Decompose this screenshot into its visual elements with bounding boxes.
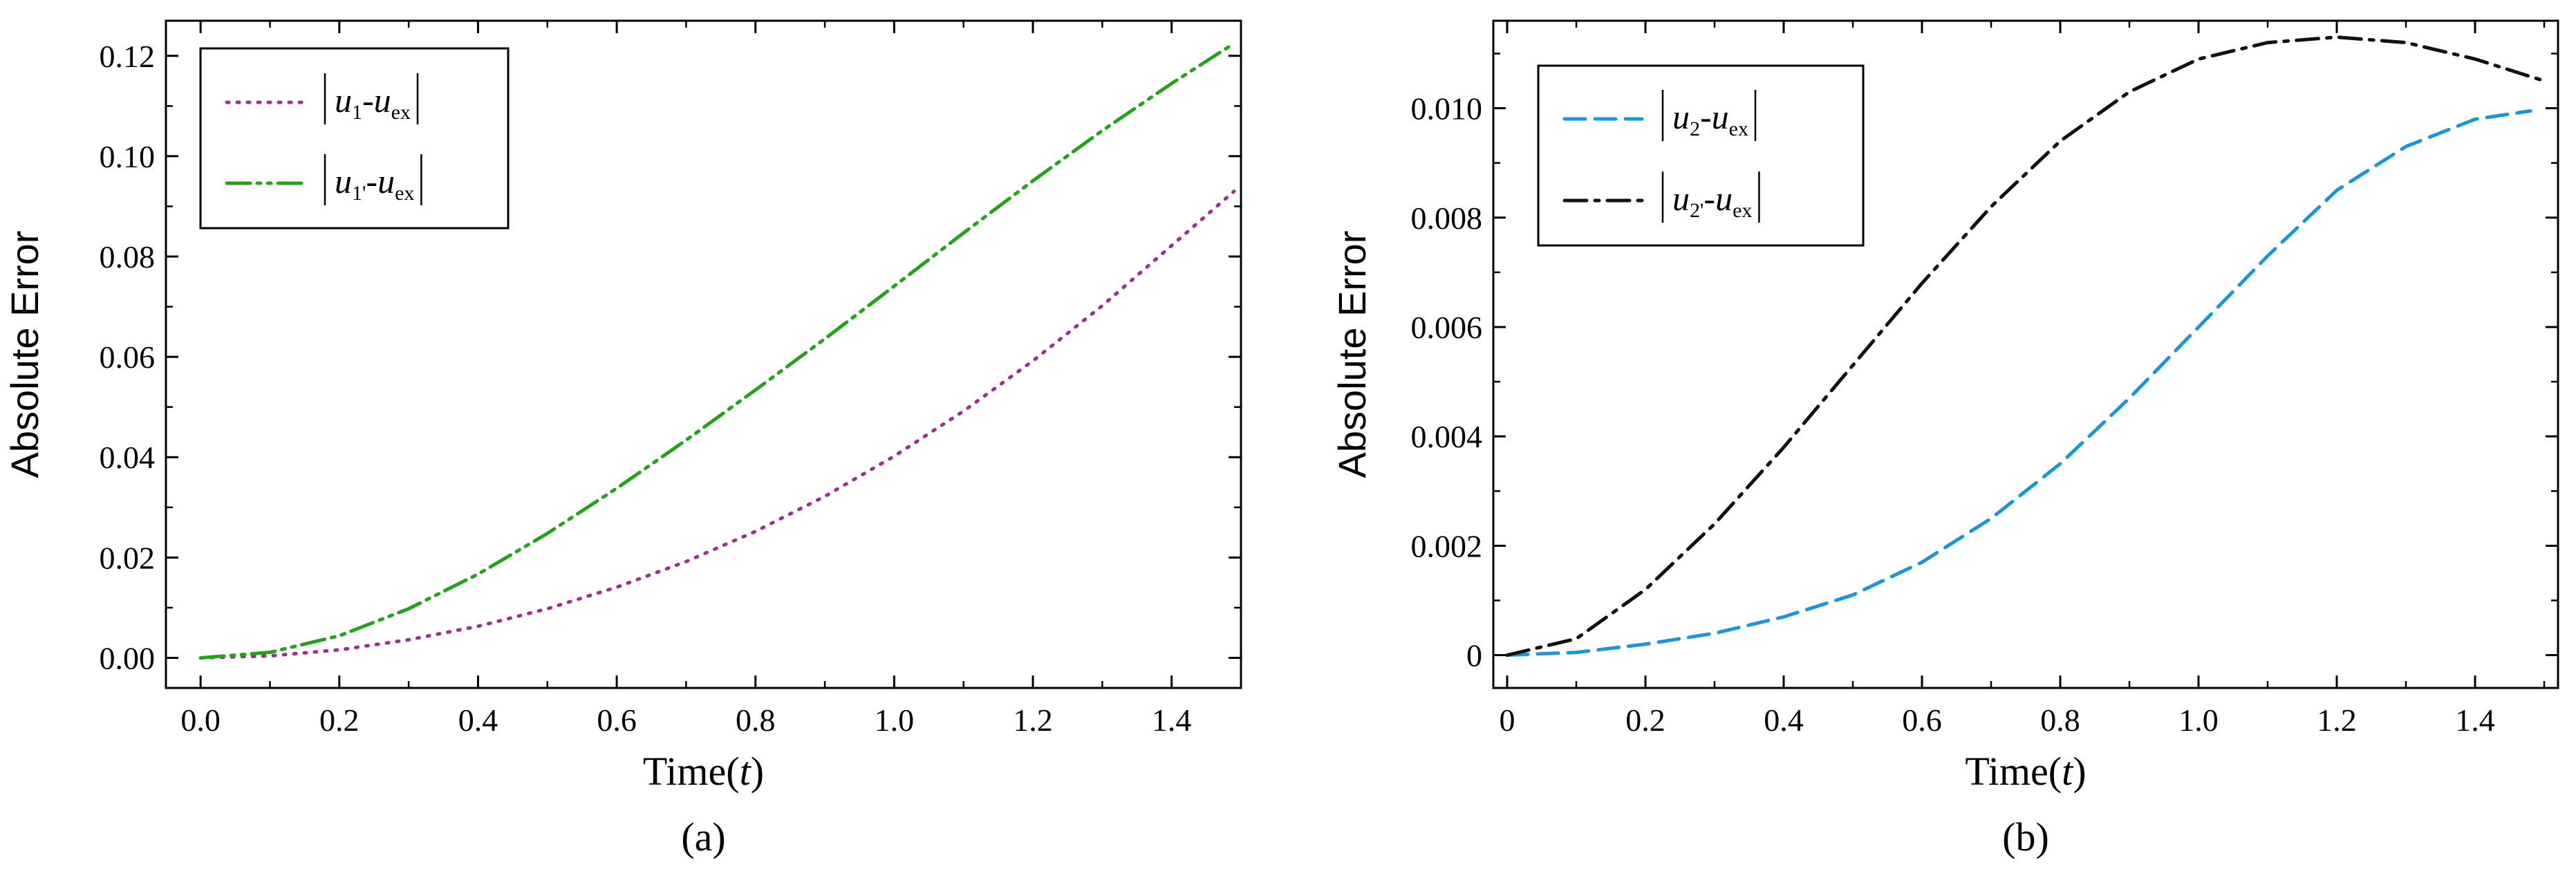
plot-frame bbox=[1492, 19, 2559, 689]
x-tick-label: 0 bbox=[1500, 702, 1515, 738]
panel-label: (a) bbox=[681, 814, 725, 859]
x-tick-label: 0.2 bbox=[1625, 702, 1665, 738]
y-tick-label: 0 bbox=[1466, 638, 1482, 673]
x-axis-title-prefix: Time( bbox=[1965, 749, 2062, 794]
legend-var: u bbox=[377, 162, 395, 201]
x-axis-title-suffix: ) bbox=[751, 749, 764, 794]
legend-box bbox=[1537, 64, 1865, 247]
x-axis-title: Time(t) bbox=[643, 749, 764, 794]
x-tick-label: 1.4 bbox=[2455, 702, 2495, 738]
x-axis-title-prefix: Time( bbox=[643, 749, 740, 794]
legend-var: u bbox=[1672, 97, 1690, 136]
panel-label: (b) bbox=[2002, 814, 2049, 859]
legend-label-1: u2-uex bbox=[1672, 97, 1748, 140]
legend-minus: - bbox=[1700, 97, 1712, 136]
y-tick-label: 0.004 bbox=[1411, 419, 1483, 454]
x-tick-label: 0.4 bbox=[1764, 702, 1804, 738]
y-axis-title: Absolute Error bbox=[3, 231, 46, 478]
legend-var: u bbox=[335, 81, 352, 120]
panel-a: 0.0 0.2 0.4 0.6 0.8 1.0 1.2 1.4 0.00 0.02 0.04 0.06… bbox=[3, 19, 1242, 859]
legend-var: u bbox=[374, 81, 391, 120]
legend-var: u bbox=[335, 162, 352, 201]
series-line-1 bbox=[1505, 109, 2532, 657]
legend-label-2: u1'-uex bbox=[335, 162, 414, 205]
y-tick-label: 0.04 bbox=[100, 440, 156, 475]
legend-subscript: ex bbox=[395, 182, 414, 205]
y-tick-label: 0.02 bbox=[100, 540, 156, 575]
legend-subscript: ex bbox=[1729, 118, 1748, 140]
legend-var: u bbox=[1672, 179, 1690, 218]
legend-subscript: 2 bbox=[1690, 118, 1700, 140]
panel-b: 0 0.2 0.4 0.6 0.8 1.0 1.2 1.4 0 0.002 0.004 0.006 0.… bbox=[1330, 19, 2559, 859]
x-tick-label: 0.6 bbox=[1902, 702, 1942, 738]
y-tick-label: 0.12 bbox=[100, 39, 156, 74]
y-tick-label: 0.06 bbox=[100, 339, 156, 375]
legend-subscript: 2' bbox=[1690, 199, 1704, 222]
x-tick-label: 1.2 bbox=[1013, 702, 1053, 738]
y-axis-title: Absolute Error bbox=[1330, 231, 1374, 478]
x-tick-label: 0.8 bbox=[736, 702, 776, 738]
x-tick-label: 0.0 bbox=[180, 702, 221, 738]
legend-minus: - bbox=[366, 162, 377, 201]
legend-var: u bbox=[1715, 179, 1733, 218]
series-line-2 bbox=[198, 41, 1236, 660]
x-tick-label: 1.0 bbox=[2178, 702, 2219, 738]
x-axis-title-var: t bbox=[740, 749, 752, 794]
series-line-1 bbox=[198, 189, 1236, 660]
x-tick-label: 0.2 bbox=[319, 702, 360, 738]
y-tick-label: 0.00 bbox=[100, 640, 156, 676]
legend-subscript: ex bbox=[391, 101, 411, 124]
legend-box bbox=[199, 47, 510, 230]
x-axis-title-suffix: ) bbox=[2073, 749, 2086, 794]
y-tick-label: 0.008 bbox=[1411, 201, 1483, 236]
x-tick-label: 1.2 bbox=[2317, 702, 2357, 738]
series-line-2 bbox=[1505, 35, 2546, 657]
x-tick-label: 0.6 bbox=[597, 702, 637, 738]
legend-label-1: u1-uex bbox=[335, 81, 411, 124]
y-tick-label: 0.002 bbox=[1411, 528, 1483, 563]
legend-subscript: ex bbox=[1733, 199, 1752, 222]
y-tick-label: 0.10 bbox=[100, 139, 156, 174]
legend-subscript: 1 bbox=[352, 101, 362, 124]
legend-minus: - bbox=[362, 81, 374, 120]
legend-subscript: 1' bbox=[352, 182, 366, 205]
legend-var: u bbox=[1712, 97, 1729, 136]
x-tick-label: 1.0 bbox=[875, 702, 915, 738]
y-tick-label: 0.010 bbox=[1411, 91, 1483, 127]
x-axis-title-var: t bbox=[2062, 749, 2074, 794]
legend-minus: - bbox=[1704, 179, 1715, 218]
x-axis-title: Time(t) bbox=[1965, 749, 2086, 794]
x-tick-label: 0.8 bbox=[2040, 702, 2080, 738]
x-tick-label: 1.4 bbox=[1152, 702, 1192, 738]
legend-label-2: u2'-uex bbox=[1672, 179, 1752, 222]
x-tick-label: 0.4 bbox=[458, 702, 498, 738]
y-tick-label: 0.006 bbox=[1411, 310, 1483, 345]
plot-frame bbox=[165, 19, 1242, 689]
y-tick-label: 0.08 bbox=[100, 239, 156, 274]
